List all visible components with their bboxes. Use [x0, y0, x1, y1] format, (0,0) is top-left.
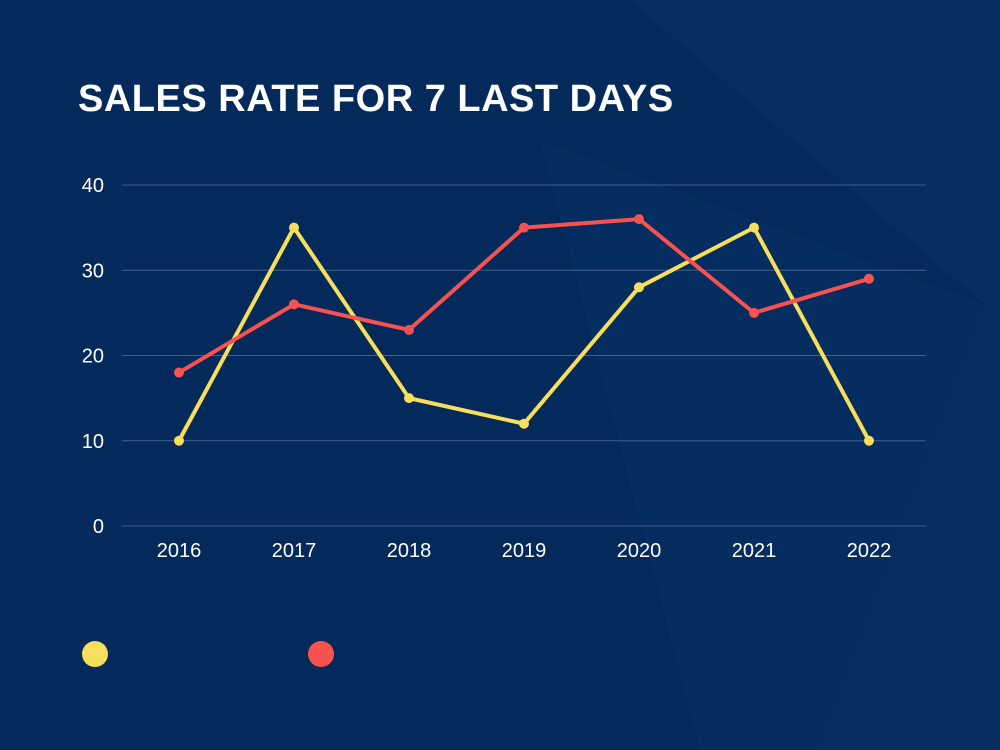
x-tick-label: 2021 [732, 540, 777, 562]
grid-lines [122, 184, 926, 527]
series-0-point [289, 222, 299, 233]
series-line-0 [177, 225, 871, 443]
series-0-point [519, 418, 529, 429]
y-tick-label: 30 [82, 260, 104, 282]
series-0-point [174, 435, 184, 446]
x-tick-label: 2020 [617, 540, 662, 562]
series-1-point [749, 307, 759, 318]
series-1-point [289, 299, 299, 310]
legend [82, 641, 534, 667]
y-tick-label: 10 [82, 431, 104, 453]
series-0-point [404, 393, 414, 404]
x-axis-ticks: 2016 2017 2018 2019 2020 2021 2022 [157, 540, 892, 562]
y-axis-ticks: 0 10 20 30 40 [82, 175, 104, 538]
y-tick-label: 20 [82, 346, 104, 368]
legend-item-red [308, 641, 344, 667]
legend-swatch-yellow [82, 641, 108, 667]
series-1 [174, 214, 874, 378]
x-tick-label: 2018 [387, 540, 432, 562]
series-0-point [749, 222, 759, 233]
x-tick-label: 2019 [502, 540, 547, 562]
series-lines [174, 214, 874, 446]
x-tick-label: 2016 [157, 540, 202, 562]
series-1-point [174, 367, 184, 378]
y-tick-label: 40 [82, 175, 104, 197]
chart-title: SALES RATE FOR 7 LAST DAYS [78, 78, 674, 120]
series-1-point [864, 273, 874, 284]
x-tick-label: 2017 [272, 540, 317, 562]
legend-item-yellow [82, 641, 118, 667]
series-1-point [519, 222, 529, 233]
y-tick-label: 0 [93, 516, 104, 538]
series-0-point [864, 435, 874, 446]
series-0 [174, 222, 874, 446]
series-1-point [404, 324, 414, 335]
legend-swatch-red [308, 641, 334, 667]
series-0-point [634, 282, 644, 293]
series-line-1 [177, 217, 871, 375]
series-1-point [634, 214, 644, 225]
x-tick-label: 2022 [847, 540, 892, 562]
